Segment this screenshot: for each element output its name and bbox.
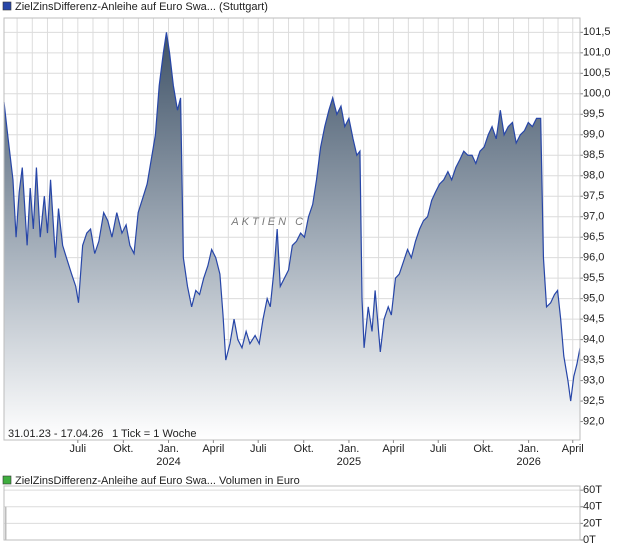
y-tick-label: 96,0 [583, 252, 604, 264]
x-tick-label: Jan. [339, 443, 360, 455]
price-line [3, 32, 581, 402]
y-tick-label: 40T [583, 501, 602, 513]
y-tick-label: 93,5 [583, 354, 604, 366]
volume-bar [5, 506, 7, 540]
y-tick-label: 60T [583, 484, 602, 496]
y-tick-label: 95,5 [583, 272, 604, 284]
plot-frame [3, 485, 581, 541]
y-tick-label: 97,0 [583, 211, 604, 223]
y-tick-label: 95,0 [583, 293, 604, 305]
y-tick-label: 97,5 [583, 190, 604, 202]
plot-border [3, 17, 581, 441]
y-tick-label: 92,5 [583, 395, 604, 407]
plot-border [3, 485, 581, 541]
x-tick-label: Jan. [158, 443, 179, 455]
x-tick-label: Juli [250, 443, 267, 455]
y-tick-label: 100,0 [583, 88, 611, 100]
y-tick-label: 94,0 [583, 334, 604, 346]
y-tick-label: 92,0 [583, 415, 604, 427]
y-tick-label: 20T [583, 517, 602, 529]
x-tick-label: April [202, 443, 224, 455]
y-tick-label: 94,5 [583, 313, 604, 325]
tick-note: 1 Tick = 1 Woche [112, 428, 196, 440]
x-year-label: 2024 [156, 456, 180, 468]
panel-title: ZielZinsDifferenz-Anleihe auf Euro Swa..… [15, 475, 300, 487]
x-tick-label: Juli [70, 443, 87, 455]
x-tick-label: Okt. [473, 443, 493, 455]
x-year-label: 2026 [516, 456, 540, 468]
y-tick-label: 101,5 [583, 26, 611, 38]
period-label: 31.01.23 - 17.04.26 [8, 428, 103, 440]
y-tick-label: 93,0 [583, 374, 604, 386]
x-year-label: 2025 [337, 456, 361, 468]
price-area [4, 32, 580, 441]
y-tick-label: 98,5 [583, 149, 604, 161]
panel-title: ZielZinsDifferenz-Anleihe auf Euro Swa..… [15, 1, 268, 13]
y-tick-label: 101,0 [583, 47, 611, 59]
x-tick-label: Jan. [518, 443, 539, 455]
legend-swatch [2, 475, 12, 485]
x-tick-label: Okt. [294, 443, 314, 455]
y-tick-label: 0T [583, 534, 596, 546]
y-tick-label: 98,0 [583, 170, 604, 182]
y-tick-label: 99,0 [583, 129, 604, 141]
x-tick-label: April [562, 443, 584, 455]
y-tick-label: 99,5 [583, 108, 604, 120]
x-tick-label: April [382, 443, 404, 455]
x-tick-label: Juli [430, 443, 447, 455]
legend-swatch [2, 1, 12, 11]
y-tick-label: 100,5 [583, 67, 611, 79]
y-tick-label: 96,5 [583, 231, 604, 243]
x-tick-label: Okt. [113, 443, 133, 455]
